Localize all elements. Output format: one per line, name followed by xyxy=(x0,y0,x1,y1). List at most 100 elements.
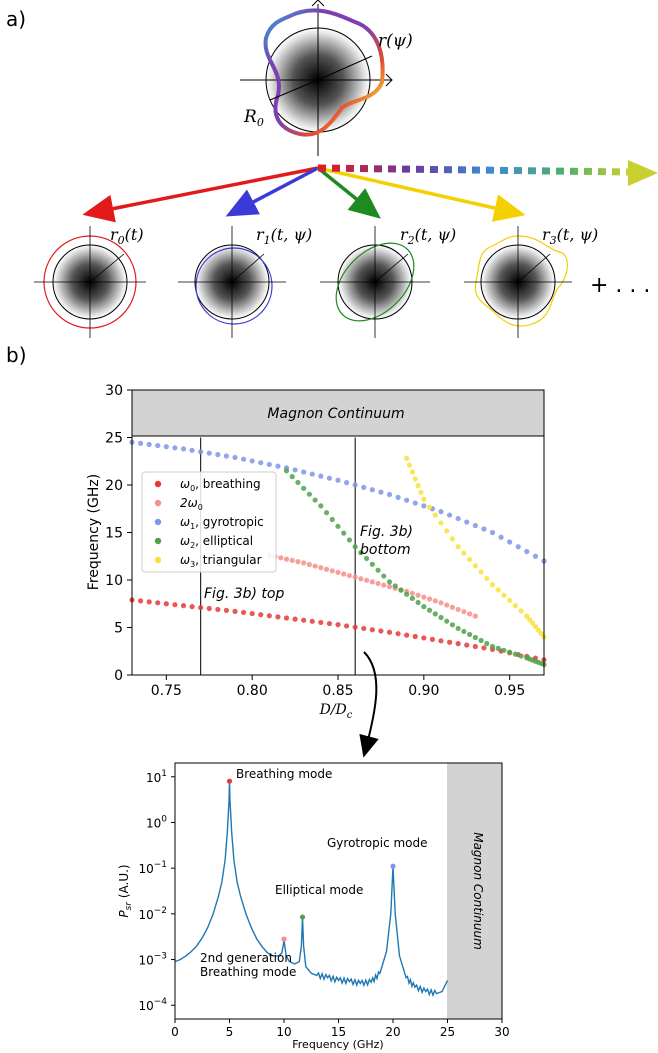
data-point-series-2 xyxy=(421,503,427,509)
y-tick-label: 30 xyxy=(105,383,123,399)
data-point-series-2 xyxy=(412,500,418,506)
x-tick-label: 5 xyxy=(226,1025,234,1039)
data-point-series-3 xyxy=(295,479,301,486)
data-point-series-3 xyxy=(392,583,398,589)
arrow-higher-modes-head xyxy=(628,160,658,186)
data-point-series-2 xyxy=(172,445,178,451)
data-point-series-2 xyxy=(464,519,470,525)
data-point-series-3 xyxy=(455,625,461,632)
data-point-series-0 xyxy=(472,643,478,650)
mode-r1-diagram: r1(t, ψ) xyxy=(178,225,312,338)
data-point-series-0 xyxy=(404,632,410,638)
r0-line xyxy=(269,79,319,101)
mode-r3-boundary xyxy=(474,235,568,327)
data-point-series-0 xyxy=(395,631,401,637)
data-point-series-1 xyxy=(346,572,353,579)
data-point-series-0 xyxy=(172,602,178,608)
data-point-series-0 xyxy=(155,600,161,606)
data-point-series-1 xyxy=(352,574,358,580)
peak-label-breathing: Breathing mode xyxy=(236,767,332,781)
data-point-series-0 xyxy=(335,622,341,628)
data-point-series-3 xyxy=(478,637,484,644)
data-point-series-2 xyxy=(472,522,478,529)
data-point-series-2 xyxy=(275,463,281,469)
data-point-series-2 xyxy=(258,460,264,466)
data-point-series-1 xyxy=(386,584,393,590)
data-point-series-4 xyxy=(512,603,518,609)
data-point-series-0 xyxy=(215,606,221,613)
data-point-series-3 xyxy=(335,523,341,529)
data-point-series-3 xyxy=(301,485,307,491)
peak-marker xyxy=(226,778,233,784)
main-skyrmion-diagram: r(ψ) R0 xyxy=(240,0,413,156)
data-point-series-2 xyxy=(240,456,247,462)
data-point-series-3 xyxy=(415,599,421,606)
data-point-series-4 xyxy=(524,613,530,619)
annotation-top: Fig. 3b) top xyxy=(204,586,284,602)
data-point-series-0 xyxy=(412,633,418,640)
data-point-series-0 xyxy=(258,612,264,618)
data-point-series-0 xyxy=(206,605,212,612)
continuum-band xyxy=(447,763,502,1019)
dispersion-chart: Magnon Continuum 0.75 0.80 0.85 0.90 0.95 0 5… xyxy=(86,383,547,721)
data-point-series-1 xyxy=(467,611,473,617)
data-point-series-4 xyxy=(538,630,544,637)
legend-entry: ω1, gyrotropic xyxy=(180,515,264,531)
data-point-series-2 xyxy=(146,441,152,448)
x-tick-label: 10 xyxy=(276,1025,291,1039)
mode-r0-diagram: r0(t) xyxy=(34,225,146,338)
panel-a-label: a) xyxy=(6,7,26,31)
radius-line xyxy=(317,55,373,81)
data-point-series-1 xyxy=(318,565,324,571)
x-axis-label: Frequency (GHz) xyxy=(292,1038,383,1051)
data-point-series-2 xyxy=(232,454,238,461)
x-tick-label: 0.80 xyxy=(237,683,268,699)
data-point-series-2 xyxy=(524,548,530,555)
y-tick-label: 10−1 xyxy=(138,860,167,876)
data-point-series-2 xyxy=(189,447,195,453)
legend-entry: 2ω0 xyxy=(180,496,203,512)
data-point-series-0 xyxy=(361,625,367,632)
x-tick-label: 0.85 xyxy=(322,683,353,699)
data-point-series-0 xyxy=(163,601,169,607)
data-point-series-3 xyxy=(409,595,415,601)
y-tick-label: 5 xyxy=(114,621,123,637)
data-point-series-3 xyxy=(398,587,404,593)
data-point-series-1 xyxy=(301,560,307,566)
x-tick-label: 25 xyxy=(440,1025,455,1039)
data-point-series-4 xyxy=(461,550,467,556)
mode-r3-label: r3(t, ψ) xyxy=(542,225,598,247)
continuum-band xyxy=(132,390,544,436)
data-point-series-0 xyxy=(455,641,461,647)
data-point-series-0 xyxy=(378,628,384,634)
data-point-series-0 xyxy=(301,617,307,623)
data-point-series-2 xyxy=(163,444,169,450)
data-point-series-1 xyxy=(426,596,433,602)
spectrum-chart: Magnon Continuum 0 5 10 15 20 25 30 101 100 10−1… xyxy=(117,762,510,1051)
mode-r0-label: r0(t) xyxy=(110,225,144,247)
data-point-series-4 xyxy=(532,623,539,630)
data-point-series-0 xyxy=(180,603,187,609)
x-tick-label: 0.90 xyxy=(408,683,439,699)
data-point-series-1 xyxy=(415,592,421,598)
data-point-series-2 xyxy=(352,482,358,488)
data-point-series-1 xyxy=(306,561,312,568)
y-tick-label: 25 xyxy=(105,431,123,447)
data-point-series-4 xyxy=(404,455,410,461)
data-point-series-3 xyxy=(364,555,370,562)
data-point-series-3 xyxy=(426,607,433,613)
y-tick-label: 100 xyxy=(146,814,167,830)
data-point-series-3 xyxy=(329,516,335,523)
data-point-series-1 xyxy=(329,568,335,574)
data-point-series-0 xyxy=(343,623,350,629)
data-point-series-1 xyxy=(432,598,438,604)
legend-marker xyxy=(154,556,162,564)
data-point-series-1 xyxy=(449,604,456,610)
data-point-series-2 xyxy=(498,534,504,540)
data-point-series-0 xyxy=(438,638,444,644)
data-point-series-1 xyxy=(421,594,427,600)
data-point-series-3 xyxy=(495,645,501,652)
data-point-series-0 xyxy=(223,607,230,614)
deformed-boundary xyxy=(263,8,385,137)
x-tick-label: 0 xyxy=(171,1025,179,1039)
